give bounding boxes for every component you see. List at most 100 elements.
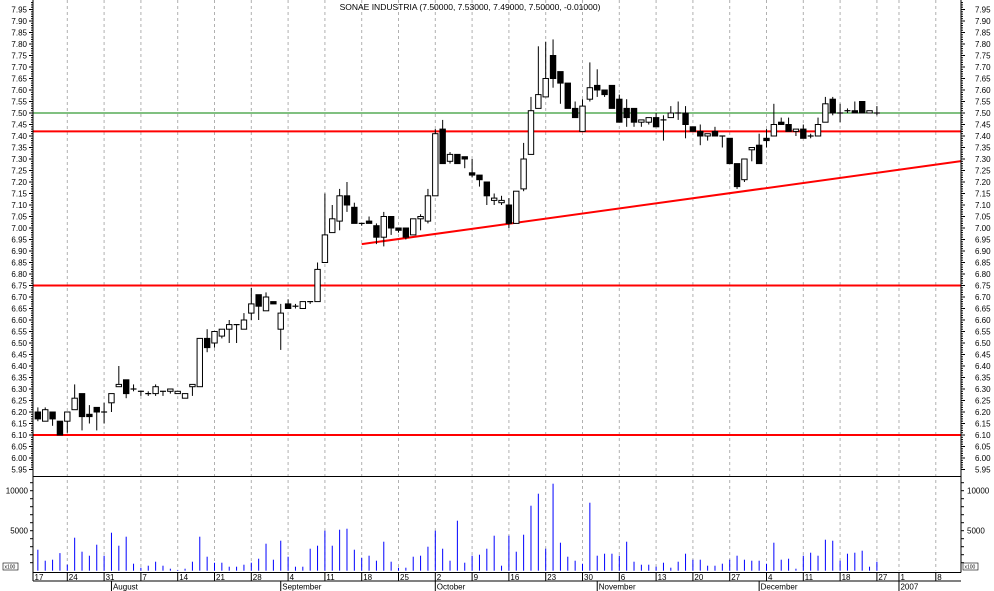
candle-body (410, 218, 417, 236)
candle (829, 96, 836, 116)
price-label-right: 6.60 (975, 316, 991, 325)
candle-body (402, 227, 410, 238)
candle (336, 188, 343, 231)
candle (86, 405, 93, 424)
day-label: 11 (805, 573, 814, 582)
day-label: 27 (878, 573, 887, 582)
candle (490, 193, 498, 205)
candle-body (866, 110, 873, 114)
candle (189, 383, 196, 396)
candle (365, 216, 373, 224)
candle (454, 153, 461, 165)
day-label: 16 (510, 573, 519, 582)
price-label-left: 7.50 (11, 109, 27, 118)
candle (432, 129, 439, 197)
candle (866, 110, 873, 114)
candle (307, 301, 314, 304)
price-label-left: 7.60 (11, 86, 27, 95)
candle-body (270, 301, 277, 305)
candle-body (564, 82, 571, 109)
candle-body (108, 393, 115, 404)
volume-label-right: 10000 (967, 487, 990, 496)
candle-body (226, 324, 233, 330)
price-label-right: 6.55 (975, 328, 991, 337)
candle (608, 84, 616, 109)
candle-body (351, 206, 358, 224)
candle (733, 163, 741, 189)
month-label: September (282, 583, 321, 591)
price-label-left: 7.05 (11, 213, 27, 222)
day-label: 7 (142, 573, 147, 582)
candle-body (321, 234, 329, 263)
candle-body (608, 84, 616, 109)
day-label: 21 (216, 573, 225, 582)
candle (226, 320, 233, 343)
candle-body (64, 411, 71, 422)
candle (579, 99, 586, 132)
candle (586, 62, 594, 102)
candle-body (211, 331, 218, 344)
candle-body (667, 112, 675, 119)
price-label-left: 6.80 (11, 270, 27, 279)
price-label-left: 6.40 (11, 362, 27, 371)
candle (387, 216, 395, 235)
price-label-right: 6.75 (975, 282, 991, 291)
candle (483, 181, 491, 205)
price-label-left: 7.10 (11, 201, 27, 210)
candle-body (255, 294, 262, 307)
candle-body (586, 87, 594, 100)
candle-body (748, 147, 755, 151)
price-label-left: 6.75 (11, 282, 27, 291)
month-label: October (437, 583, 466, 591)
candle (549, 39, 557, 88)
price-label-left: 7.35 (11, 144, 27, 153)
price-label-right: 6.65 (975, 305, 991, 314)
candle (476, 174, 483, 187)
candle (571, 101, 579, 119)
price-label-left: 6.00 (11, 454, 27, 463)
candle-body (343, 195, 351, 206)
day-label: 2 (437, 573, 442, 582)
price-label-right: 7.25 (975, 167, 991, 176)
candle-body (461, 156, 468, 160)
candle (270, 301, 277, 305)
month-label: December (761, 583, 798, 591)
candle-body (86, 413, 93, 418)
day-label: 30 (584, 573, 593, 582)
candle (101, 402, 108, 424)
candle (461, 156, 468, 169)
price-label-right: 6.90 (975, 247, 991, 256)
day-label: 17 (35, 573, 44, 582)
candle (770, 103, 778, 137)
day-label: 31 (106, 573, 115, 582)
candle-body (454, 153, 461, 165)
candle (93, 406, 100, 431)
candle-body (181, 393, 189, 399)
price-label-right: 7.75 (975, 52, 991, 61)
horizontal-lines (33, 112, 962, 436)
candle (748, 147, 755, 162)
price-label-left: 6.95 (11, 236, 27, 245)
price-label-right: 7.80 (975, 40, 991, 49)
candle-body (822, 103, 829, 123)
candle-body (535, 94, 542, 109)
candle-body (380, 216, 387, 238)
candle-body (248, 303, 255, 314)
candle (704, 133, 711, 141)
candle-body (314, 268, 321, 303)
candle-body (424, 195, 432, 222)
candle (196, 337, 203, 388)
candle-body (432, 133, 439, 197)
month-label: 2007 (900, 583, 918, 591)
candle (873, 106, 880, 116)
candle-body (689, 126, 697, 132)
candle-body (122, 379, 130, 395)
candle-body (557, 71, 564, 84)
candle-body (733, 163, 741, 188)
candle-body (483, 181, 491, 197)
candle-body (218, 328, 226, 337)
volume-unit-label: x100 (965, 565, 976, 571)
price-label-right: 6.35 (975, 374, 991, 383)
candle (152, 384, 159, 396)
